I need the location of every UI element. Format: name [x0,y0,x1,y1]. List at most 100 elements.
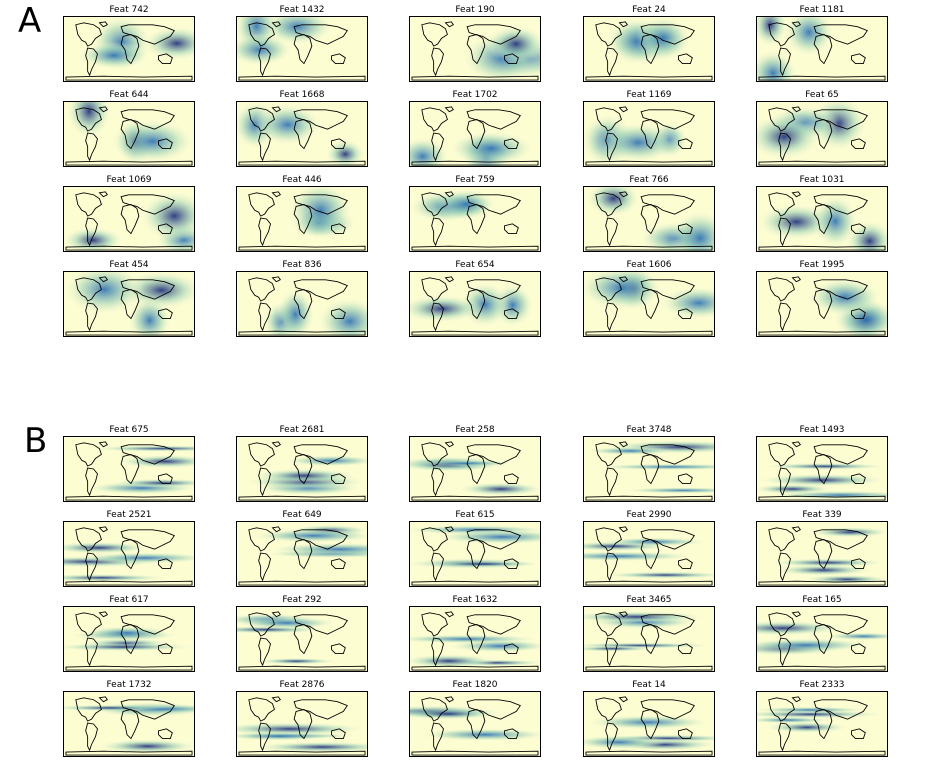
tile-title: Feat 339 [802,510,842,520]
map-tile: Feat 1031 [756,175,888,252]
panel-label-a: A [18,1,42,41]
map-tile: Feat 258 [409,425,541,502]
tile-title: Feat 446 [282,175,322,185]
map-tile: Feat 1069 [63,175,195,252]
world-map-heatmap [63,186,195,252]
tile-title: Feat 2990 [626,510,672,520]
tile-title: Feat 24 [632,5,666,15]
world-map-heatmap [236,271,368,337]
world-map-heatmap [63,691,195,757]
world-map-heatmap [63,436,195,502]
map-tile: Feat 2990 [583,510,715,587]
tile-title: Feat 675 [109,425,149,435]
map-tile: Feat 65 [756,90,888,167]
world-map-heatmap [756,16,888,82]
world-map-heatmap [409,521,541,587]
world-map-heatmap [583,436,715,502]
map-tile: Feat 1169 [583,90,715,167]
world-map-heatmap [409,436,541,502]
map-tile: Feat 292 [236,595,368,672]
world-map-heatmap [756,521,888,587]
world-map-heatmap [409,271,541,337]
map-tile: Feat 675 [63,425,195,502]
world-map-heatmap [236,691,368,757]
world-map-heatmap [236,101,368,167]
world-map-heatmap [583,521,715,587]
world-map-heatmap [236,606,368,672]
tile-title: Feat 14 [632,680,666,690]
map-tile: Feat 836 [236,260,368,337]
tile-title: Feat 1181 [799,5,845,15]
map-tile: Feat 1181 [756,5,888,82]
world-map-heatmap [63,16,195,82]
world-map-heatmap [583,101,715,167]
map-tile: Feat 766 [583,175,715,252]
world-map-heatmap [409,691,541,757]
tile-title: Feat 190 [455,5,495,15]
tile-title: Feat 836 [282,260,322,270]
map-tile: Feat 1732 [63,680,195,757]
world-map-heatmap [583,606,715,672]
tile-title: Feat 644 [109,90,149,100]
map-tile: Feat 2681 [236,425,368,502]
map-tile: Feat 24 [583,5,715,82]
world-map-heatmap [63,521,195,587]
world-map-heatmap [63,606,195,672]
world-map-heatmap [756,186,888,252]
world-map-heatmap [409,606,541,672]
map-tile: Feat 190 [409,5,541,82]
map-tile: Feat 644 [63,90,195,167]
world-map-heatmap [63,271,195,337]
world-map-heatmap [583,16,715,82]
map-tile: Feat 2333 [756,680,888,757]
tile-title: Feat 65 [805,90,839,100]
world-map-heatmap [236,436,368,502]
world-map-heatmap [583,691,715,757]
tile-title: Feat 292 [282,595,322,605]
tile-title: Feat 1702 [452,90,498,100]
world-map-heatmap [409,186,541,252]
map-tile: Feat 339 [756,510,888,587]
tile-title: Feat 742 [109,5,149,15]
tile-title: Feat 1493 [799,425,845,435]
tile-title: Feat 759 [455,175,495,185]
tile-title: Feat 1432 [279,5,325,15]
tile-title: Feat 649 [282,510,322,520]
tile-title: Feat 617 [109,595,149,605]
tile-title: Feat 1820 [452,680,498,690]
tile-title: Feat 1732 [106,680,152,690]
tile-title: Feat 2681 [279,425,325,435]
map-tile: Feat 454 [63,260,195,337]
tile-title: Feat 654 [455,260,495,270]
tile-title: Feat 766 [629,175,669,185]
map-tile: Feat 165 [756,595,888,672]
map-tile: Feat 14 [583,680,715,757]
world-map-heatmap [409,101,541,167]
map-tile: Feat 649 [236,510,368,587]
map-tile: Feat 1632 [409,595,541,672]
map-tile: Feat 1606 [583,260,715,337]
world-map-heatmap [583,271,715,337]
map-tile: Feat 3465 [583,595,715,672]
world-map-heatmap [756,436,888,502]
tile-title: Feat 1031 [799,175,845,185]
tile-title: Feat 1995 [799,260,845,270]
map-tile: Feat 742 [63,5,195,82]
tile-title: Feat 615 [455,510,495,520]
map-tile: Feat 1432 [236,5,368,82]
tile-title: Feat 2521 [106,510,152,520]
tile-title: Feat 2333 [799,680,845,690]
map-tile: Feat 2876 [236,680,368,757]
tile-title: Feat 3465 [626,595,672,605]
world-map-heatmap [756,691,888,757]
world-map-heatmap [236,521,368,587]
world-map-heatmap [583,186,715,252]
map-tile: Feat 654 [409,260,541,337]
map-tile: Feat 615 [409,510,541,587]
map-tile: Feat 1995 [756,260,888,337]
map-tile: Feat 1702 [409,90,541,167]
tile-title: Feat 1169 [626,90,672,100]
world-map-heatmap [63,101,195,167]
map-tile: Feat 1668 [236,90,368,167]
tile-title: Feat 1069 [106,175,152,185]
